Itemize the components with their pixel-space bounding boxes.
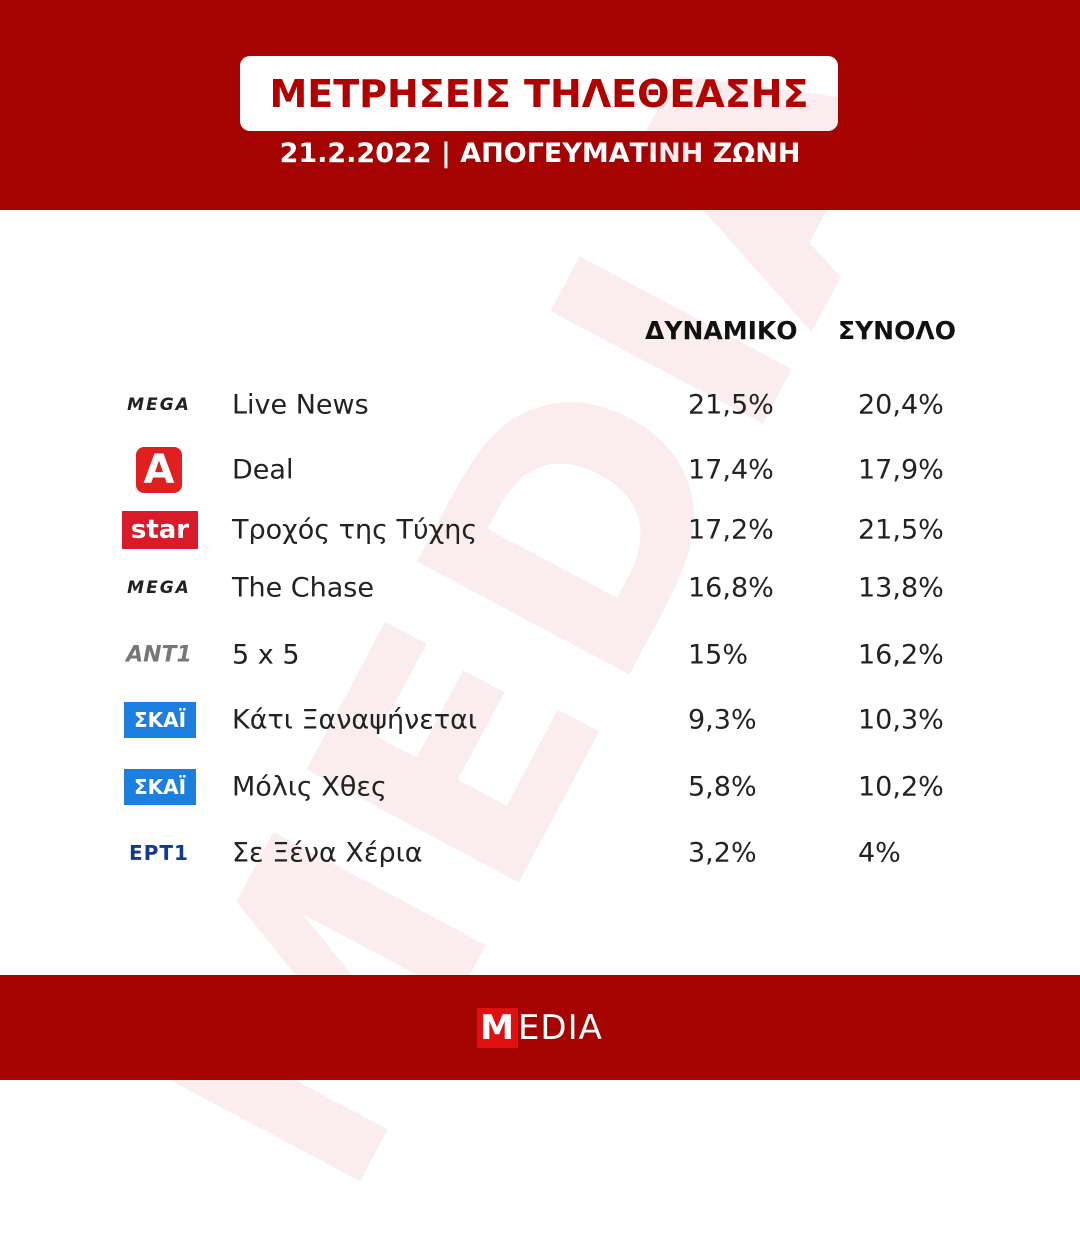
show-name: Live News [232,389,369,421]
dynamic-share: 9,3% [688,704,757,736]
show-name: Deal [232,454,294,486]
footer-band: MEDIA [0,975,1080,1080]
channel-logo: ΣΚΑΪ [124,769,196,805]
show-name: The Chase [232,572,374,604]
channel-logo: A [136,447,182,493]
channel-logo: ΣΚΑΪ [124,702,196,738]
table-row: MEGA The Chase 16,8% 13,8% [0,563,1080,613]
dynamic-share: 15% [688,639,749,671]
column-header: ΔΥΝΑΜΙΚΟ [645,316,798,345]
show-name: Τροχός της Τύχης [232,514,478,546]
dynamic-share: 17,2% [688,514,774,546]
dynamic-share: 17,4% [688,454,774,486]
subtitle: 21.2.2022 | ΑΠΟΓΕΥΜΑΤΙΝΗ ΖΩΝΗ [279,138,801,169]
total-share: 10,3% [858,704,944,736]
dynamic-share: 5,8% [688,771,757,803]
table-row: star Τροχός της Τύχης 17,2% 21,5% [0,505,1080,555]
show-name: 5 x 5 [232,639,300,671]
channel-logo: star [122,511,198,549]
table-row: ΣΚΑΪ Κάτι Ξαναψήνεται 9,3% 10,3% [0,695,1080,745]
dynamic-share: 16,8% [688,572,774,604]
show-name: Σε Ξένα Χέρια [232,837,423,869]
column-header: ΣΥΝΟΛΟ [838,316,956,345]
table-row: ΕΡΤ1 Σε Ξένα Χέρια 3,2% 4% [0,828,1080,878]
show-name: Μόλις Χθες [232,771,387,803]
table-row: MEGA Live News 21,5% 20,4% [0,380,1080,430]
total-share: 13,8% [858,572,944,604]
table-row: ANT1 5 x 5 15% 16,2% [0,630,1080,680]
total-share: 21,5% [858,514,944,546]
table-row: A Deal 17,4% 17,9% [0,445,1080,495]
total-share: 17,9% [858,454,944,486]
footer-logo: MEDIA [480,1007,603,1048]
total-share: 20,4% [858,389,944,421]
total-share: 10,2% [858,771,944,803]
channel-logo: MEGA [127,395,191,415]
header-band: ΜΕΤΡΗΣΕΙΣ ΤΗΛΕΘΕΑΣΗΣ 21.2.2022 | ΑΠΟΓΕΥΜ… [0,0,1080,210]
table-row: ΣΚΑΪ Μόλις Χθες 5,8% 10,2% [0,762,1080,812]
total-share: 16,2% [858,639,944,671]
title-box: ΜΕΤΡΗΣΕΙΣ ΤΗΛΕΘΕΑΣΗΣ [240,56,838,131]
show-name: Κάτι Ξαναψήνεται [232,704,478,736]
dynamic-share: 21,5% [688,389,774,421]
dynamic-share: 3,2% [688,837,757,869]
channel-logo: ANT1 [126,642,192,668]
total-share: 4% [858,837,901,869]
title: ΜΕΤΡΗΣΕΙΣ ΤΗΛΕΘΕΑΣΗΣ [269,71,809,116]
channel-logo: ΕΡΤ1 [129,841,189,865]
channel-logo: MEGA [127,578,191,598]
